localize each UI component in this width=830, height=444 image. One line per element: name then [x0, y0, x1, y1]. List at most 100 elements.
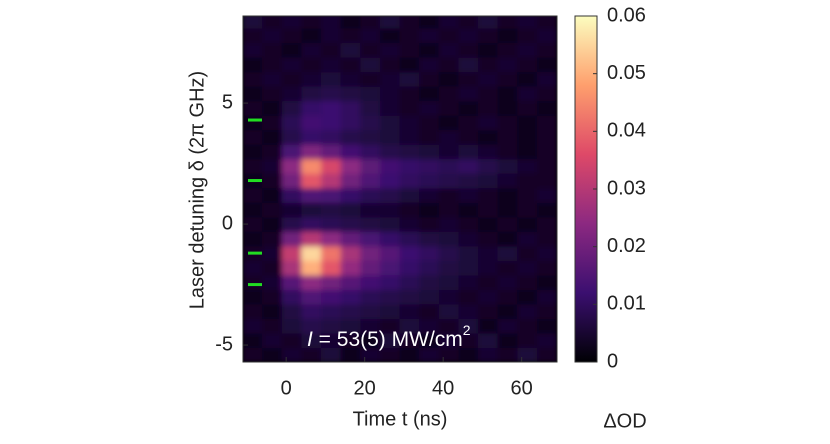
heatmap-cell — [340, 216, 362, 232]
heatmap-cell — [536, 201, 557, 218]
heatmap-cell — [379, 216, 401, 232]
heatmap-cell — [478, 303, 499, 319]
heatmap-cell — [243, 274, 264, 290]
heatmap-cell — [301, 42, 322, 58]
heatmap-cell — [399, 129, 421, 145]
heatmap-cell — [262, 288, 283, 305]
heatmap-cell — [419, 71, 440, 87]
heatmap-cell — [419, 259, 440, 276]
heatmap-cell — [301, 259, 322, 276]
heatmap-cell — [438, 274, 460, 290]
heatmap-cell — [478, 201, 499, 218]
heatmap-cell — [419, 143, 440, 160]
heatmap-cell — [301, 201, 322, 218]
heatmap-cell — [262, 56, 283, 73]
heatmap-cell — [281, 274, 303, 290]
x-tick-label: 20 — [354, 377, 376, 399]
heatmap-cell — [517, 100, 538, 116]
heatmap-cell — [301, 288, 322, 305]
heatmap-cell — [262, 158, 283, 174]
heatmap-cell — [262, 100, 283, 116]
heatmap-cell — [419, 332, 440, 348]
heatmap-cell — [438, 346, 460, 362]
heatmap-cell — [340, 346, 362, 362]
heatmap-cell — [360, 288, 381, 305]
colorbar-tick-label: 0.02 — [607, 235, 646, 257]
heatmap-cell — [301, 143, 322, 160]
heatmap-cell — [321, 143, 342, 160]
y-axis-label: Laser detuning δ (2π GHz) — [186, 71, 208, 309]
heatmap-cell — [262, 85, 283, 102]
heatmap-cell — [497, 288, 519, 305]
annotation: I = 53(5) MW/cm2 — [307, 322, 471, 351]
heatmap-cell — [360, 245, 381, 261]
heatmap-cell — [301, 85, 322, 102]
heatmap-cell — [301, 158, 322, 174]
heatmap-cell — [438, 143, 460, 160]
heatmap-cell — [379, 143, 401, 160]
heatmap-cell — [497, 303, 519, 319]
heatmap-cell — [281, 100, 303, 116]
colorbar-tick-label: 0.04 — [607, 120, 646, 142]
heatmap-cell — [517, 56, 538, 73]
heatmap-cell — [360, 303, 381, 319]
heatmap-cell — [301, 230, 322, 247]
heatmap-cell — [360, 317, 381, 334]
heatmap-cell — [478, 42, 499, 58]
x-axis-label: Time t (ns) — [353, 408, 448, 430]
heatmap-cell — [458, 216, 479, 232]
heatmap-cell — [360, 259, 381, 276]
heatmap-cell — [458, 42, 479, 58]
heatmap-cell — [379, 332, 401, 348]
heatmap-cell — [281, 317, 303, 334]
heatmap-cell — [281, 216, 303, 232]
heatmap-cell — [379, 201, 401, 218]
heatmap-cell — [458, 27, 479, 44]
heatmap-cell — [281, 143, 303, 160]
heatmap-cell — [321, 158, 342, 174]
heatmap-cell — [438, 27, 460, 44]
heatmap-cell — [419, 274, 440, 290]
heatmap-cell — [536, 245, 557, 261]
heatmap-cell — [360, 71, 381, 87]
x-tick-label: 40 — [432, 377, 454, 399]
heatmap-cell — [458, 288, 479, 305]
heatmap-cell — [517, 16, 538, 29]
heatmap-cell — [321, 201, 342, 218]
heatmap-cell — [438, 245, 460, 261]
heatmap-cell — [517, 187, 538, 203]
heatmap-cell — [243, 216, 264, 232]
heatmap-cell — [301, 346, 322, 362]
heatmap-cell — [478, 143, 499, 160]
annotation-text: = 53(5) MW/cm — [313, 328, 463, 351]
heatmap-cell — [419, 346, 440, 362]
heatmap-cell — [517, 303, 538, 319]
heatmap-cell — [517, 71, 538, 87]
heatmap-cell — [497, 245, 519, 261]
heatmap-cell — [262, 317, 283, 334]
heatmap-cell — [321, 100, 342, 116]
heatmap-cell — [360, 56, 381, 73]
plot-frame — [242, 15, 558, 363]
heatmap-cell — [281, 230, 303, 247]
heatmap-cell — [458, 158, 479, 174]
heatmap-cell — [497, 216, 519, 232]
heatmap-cell — [243, 230, 264, 247]
heatmap-cell — [419, 187, 440, 203]
heatmap-cell — [517, 317, 538, 334]
heatmap-cell — [321, 303, 342, 319]
heatmap-cell — [399, 201, 421, 218]
heatmap-cell — [419, 27, 440, 44]
heatmap-cell — [321, 274, 342, 290]
heatmap-cell — [478, 187, 499, 203]
heatmap-cell — [458, 274, 479, 290]
heatmap-cell — [517, 230, 538, 247]
heatmap-cell — [301, 216, 322, 232]
heatmap-cell — [243, 346, 264, 362]
heatmap-cell — [379, 114, 401, 131]
annotation-symbol: I — [307, 328, 313, 351]
heatmap-cell — [399, 230, 421, 247]
heatmap-cell — [399, 332, 421, 348]
heatmap-cell — [379, 16, 401, 29]
